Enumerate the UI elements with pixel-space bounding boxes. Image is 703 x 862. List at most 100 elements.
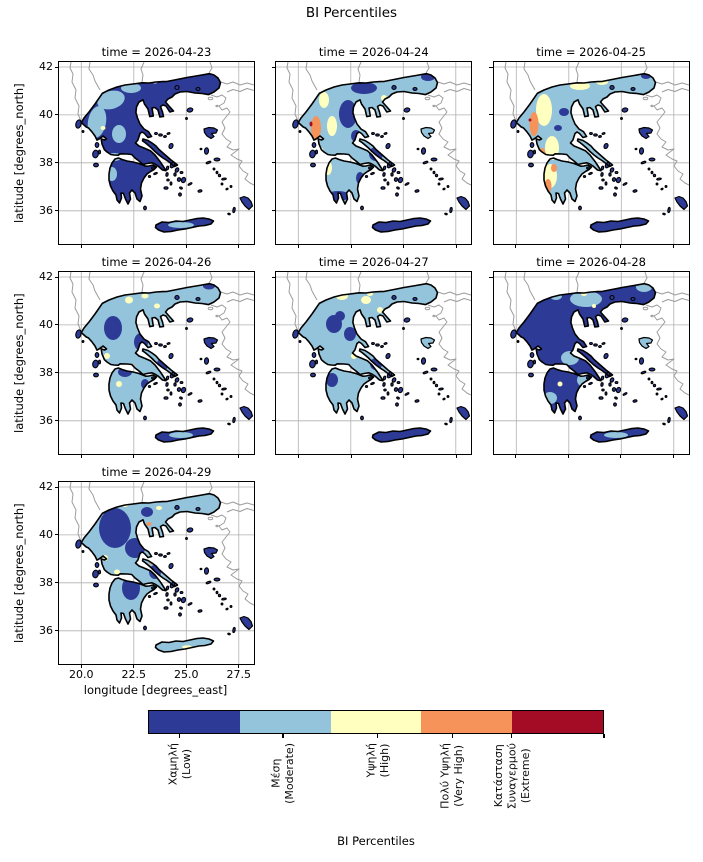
facet-title: time = 2026-04-27 <box>318 255 429 269</box>
colorbar-class-label: Πολύ Υψηλή (Very High) <box>439 743 466 809</box>
colorbar-label-line: (High) <box>377 743 391 778</box>
colorbar-class-label: Υψηλή (High) <box>364 743 391 777</box>
colorbar: Χαμηλή (Low) Μέση (Moderate) Υψηλή (High) Πολύ… <box>148 710 605 860</box>
y-tick <box>54 372 58 374</box>
colorbar-class-label: Χαμηλή (Low) <box>166 743 193 785</box>
colorbar-tick <box>282 734 284 738</box>
facet-map-2026-04-24: time = 2026-04-24 <box>271 45 473 248</box>
greece-map-svg <box>493 62 689 244</box>
y-tick <box>54 420 58 422</box>
x-tick-label: 22.5 <box>121 668 147 681</box>
y-tick <box>54 276 58 278</box>
colorbar-class-label: Κατάσταση Συναγερμού (Extreme) <box>492 743 533 809</box>
y-tick <box>54 630 58 632</box>
colorbar-label-line: Μέση <box>269 758 283 789</box>
y-tick <box>54 534 58 536</box>
colorbar-label-line: (Very High) <box>452 744 466 807</box>
y-tick-label: 36 <box>39 623 53 637</box>
y-tick-label: 42 <box>39 270 53 283</box>
greece-map-svg <box>276 62 472 244</box>
y-tick-label: 36 <box>39 203 53 217</box>
colorbar-label-line: Υψηλή <box>364 743 378 778</box>
x-tick <box>298 244 300 248</box>
colorbar-label-line: Συναγερμού <box>505 743 519 810</box>
colorbar-label-line: (Extreme) <box>518 748 532 804</box>
greece-map-svg <box>59 272 254 454</box>
x-tick-label: 27.5 <box>226 668 252 681</box>
colorbar-tick <box>377 734 379 738</box>
y-tick-label: 40 <box>39 317 53 331</box>
colorbar-tick <box>179 734 181 738</box>
facet-map-2026-04-28: time = 2026-04-28 <box>489 255 690 458</box>
y-tick-label: 36 <box>39 413 53 427</box>
y-tick <box>271 372 276 374</box>
colorbar-label-line: Χαμηλή <box>166 743 180 786</box>
x-tick <box>620 244 622 248</box>
x-tick <box>133 664 135 668</box>
y-tick <box>54 486 58 488</box>
y-tick <box>271 162 276 164</box>
y-tick <box>489 162 493 164</box>
y-tick <box>54 162 58 164</box>
y-tick <box>271 276 276 278</box>
facet-title: time = 2026-04-29 <box>101 465 212 479</box>
y-axis-label: latitude [degrees_north] <box>12 83 26 223</box>
x-tick <box>238 454 240 458</box>
y-tick-label: 38 <box>39 575 53 589</box>
greece-map-svg <box>493 272 689 454</box>
facet-title: time = 2026-04-23 <box>101 45 212 59</box>
y-tick <box>489 114 493 116</box>
x-tick <box>185 244 187 248</box>
x-tick <box>403 244 405 248</box>
x-tick <box>403 454 405 458</box>
x-tick <box>80 664 82 668</box>
greece-map-svg <box>276 272 472 454</box>
x-tick <box>567 454 569 458</box>
x-tick <box>515 454 517 458</box>
y-tick <box>489 372 493 374</box>
x-tick <box>620 454 622 458</box>
x-tick <box>80 454 82 458</box>
facet-title: time = 2026-04-26 <box>101 255 212 269</box>
colorbar-label-line: (Moderate) <box>282 743 296 804</box>
colorbar-label-line: Πολύ Υψηλή <box>438 743 452 809</box>
y-tick <box>54 210 58 212</box>
x-tick <box>515 244 517 248</box>
facet-title: time = 2026-04-25 <box>536 45 646 59</box>
facet-title: time = 2026-04-24 <box>318 45 429 59</box>
x-tick-label: 20.0 <box>69 668 94 681</box>
y-tick <box>489 420 493 422</box>
facet-map-2026-04-27: time = 2026-04-27 <box>271 255 473 458</box>
x-axis-label: longitude [degrees_east] <box>83 683 228 697</box>
y-axis-label: latitude [degrees_north] <box>12 293 26 433</box>
colorbar-class-label: Μέση (Moderate) <box>269 743 296 804</box>
y-tick <box>271 114 276 116</box>
y-tick-label: 38 <box>39 155 53 169</box>
y-tick <box>271 420 276 422</box>
y-tick-label: 42 <box>39 480 53 493</box>
facet-map-2026-04-23: time = 2026-04-23 42 40 38 36 latitude [degre… <box>12 45 255 248</box>
y-tick <box>489 324 493 326</box>
x-tick <box>185 454 187 458</box>
greece-map-svg <box>59 482 254 664</box>
x-tick-label: 25.0 <box>174 668 199 681</box>
colorbar-segment-1 <box>149 711 240 733</box>
facet-map-2026-04-26: time = 2026-04-26 42 40 38 36 latitude [degre… <box>12 255 255 458</box>
colorbar-segment-3 <box>330 711 422 733</box>
colorbar-segment-5 <box>512 711 603 733</box>
colorbar-label-line: Κατάσταση <box>491 744 505 808</box>
y-tick <box>489 66 493 68</box>
x-tick <box>455 244 457 248</box>
x-tick <box>672 244 674 248</box>
y-tick <box>54 114 58 116</box>
colorbar-tick <box>451 734 453 738</box>
colorbar-title: BI Percentiles <box>337 834 415 848</box>
y-tick <box>54 324 58 326</box>
y-tick-label: 42 <box>39 60 53 73</box>
y-tick <box>489 276 493 278</box>
y-tick <box>54 582 58 584</box>
x-tick <box>133 454 135 458</box>
greece-map-svg <box>59 62 254 244</box>
figure-title: BI Percentiles <box>305 5 398 21</box>
